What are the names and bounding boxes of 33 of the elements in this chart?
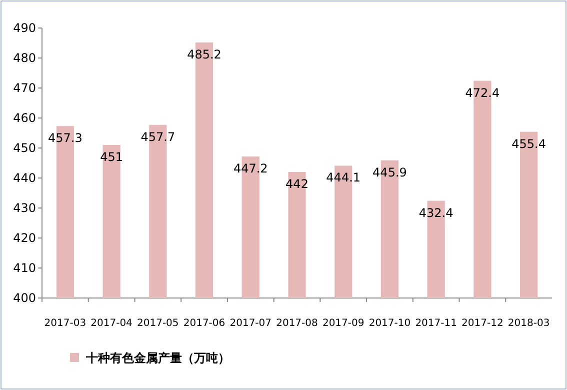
y-tick-label: 470 [13, 81, 36, 95]
x-tick-label: 2017-05 [137, 318, 179, 329]
data-label: 432.4 [418, 206, 454, 220]
legend: 十种有色金属产量（万吨） [70, 351, 230, 365]
x-tick-label: 2018-03 [508, 318, 550, 329]
data-label: 455.4 [512, 136, 546, 151]
data-label: 472.4 [465, 86, 500, 100]
y-tick-label: 440 [13, 171, 36, 185]
data-label: 485.2 [187, 47, 222, 62]
x-tick-label: 2017-07 [230, 318, 272, 329]
data-label: 457.7 [140, 130, 176, 144]
y-tick-label: 480 [13, 51, 36, 65]
y-tick-label: 460 [13, 111, 36, 125]
y-tick-label: 410 [13, 261, 36, 275]
y-tick-label: 430 [13, 201, 36, 215]
data-label: 442 [286, 177, 308, 191]
x-tick-label: 2017-11 [415, 318, 457, 329]
data-label: 451 [100, 150, 123, 164]
x-tick-label: 2017-12 [462, 318, 504, 329]
data-label: 457.3 [48, 131, 82, 146]
x-tick-label: 2017-10 [368, 318, 411, 329]
x-tick-label: 2017-03 [44, 318, 86, 329]
y-tick-label: 420 [13, 231, 36, 245]
x-tick-label: 2017-04 [90, 318, 132, 329]
data-label: 444.1 [326, 170, 361, 185]
y-tick-label: 450 [13, 141, 36, 155]
x-tick-label: 2017-06 [183, 318, 226, 329]
x-tick-label: 2017-08 [276, 318, 318, 329]
data-label: 447.2 [233, 161, 268, 176]
data-label: 445.9 [372, 165, 407, 180]
x-tick-label: 2017-09 [322, 318, 364, 329]
y-tick-label: 400 [13, 291, 36, 305]
y-tick-label: 490 [13, 21, 36, 35]
